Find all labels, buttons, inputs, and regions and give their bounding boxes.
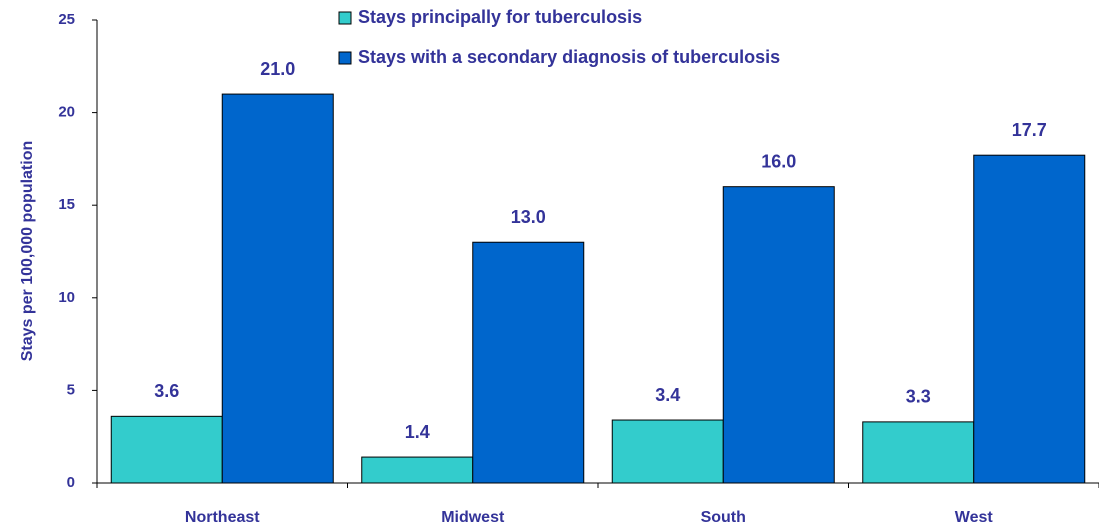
value-label: 3.6: [154, 381, 179, 401]
legend-swatch: [338, 51, 352, 65]
value-label: 13.0: [511, 207, 546, 227]
bar: [361, 456, 474, 484]
y-tick-label: 15: [58, 196, 75, 213]
y-tick-label: 20: [58, 104, 75, 121]
bar: [221, 93, 334, 484]
legend-swatch: [338, 11, 352, 25]
x-tick-label: West: [955, 509, 994, 526]
bar: [110, 415, 223, 484]
bar: [722, 186, 835, 484]
value-label: 16.0: [761, 151, 796, 171]
bar: [611, 419, 724, 484]
x-tick-label: South: [701, 509, 746, 526]
bar: [472, 241, 585, 484]
value-label: 17.7: [1012, 120, 1047, 140]
y-axis-label: Stays per 100,000 population: [19, 141, 36, 362]
y-tick-label: 25: [58, 11, 75, 28]
legend-label: Stays principally for tuberculosis: [358, 7, 642, 27]
value-label: 1.4: [405, 422, 430, 442]
value-label: 3.4: [655, 385, 680, 405]
value-label: 3.3: [906, 387, 931, 407]
legend-label: Stays with a secondary diagnosis of tube…: [358, 47, 780, 67]
bar: [973, 154, 1086, 484]
value-label: 21.0: [260, 59, 295, 79]
bar: [862, 421, 975, 484]
y-tick-label: 10: [58, 289, 75, 306]
y-tick-label: 5: [67, 381, 75, 398]
x-tick-label: Midwest: [441, 509, 505, 526]
x-tick-label: Northeast: [185, 509, 260, 526]
y-tick-label: 0: [67, 474, 75, 491]
